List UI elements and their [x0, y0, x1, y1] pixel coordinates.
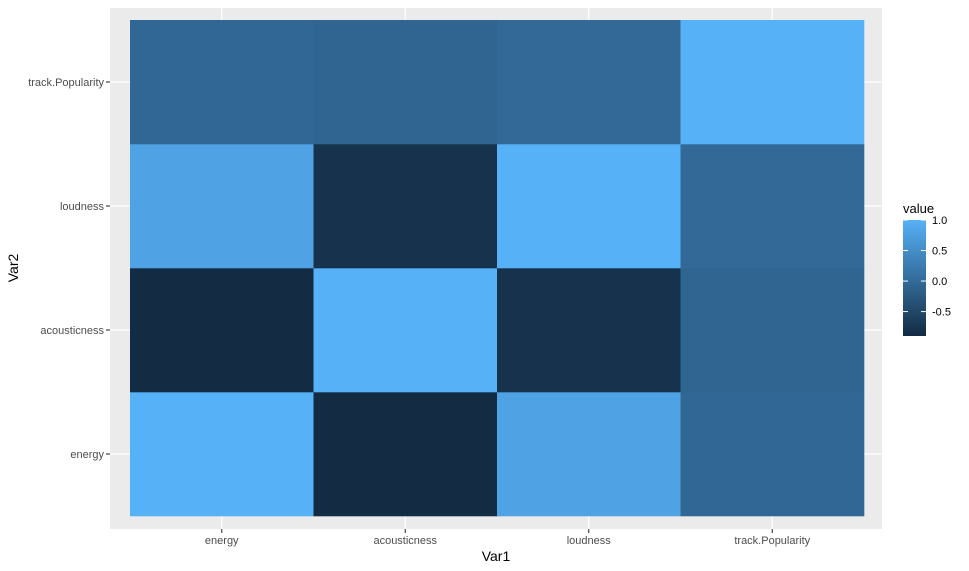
heatmap-tile-loudness-energy [497, 392, 681, 517]
heatmap-tile-acousticness-energy [313, 392, 498, 517]
heatmap-tile-loudness-track.Popularity [497, 20, 681, 145]
x-tick-label: energy [205, 535, 239, 547]
x-axis-title: Var1 [482, 548, 511, 564]
heatmap-tile-acousticness-acousticness [313, 268, 498, 393]
heatmap-tile-track.Popularity-track.Popularity [680, 20, 865, 145]
x-tick-label: track.Popularity [734, 535, 810, 547]
y-tick-label: track.Popularity [28, 77, 104, 89]
legend-colorbar [903, 220, 926, 336]
heatmap-tile-acousticness-loudness [313, 144, 498, 269]
heatmap-tile-energy-loudness [130, 144, 314, 269]
heatmap-tile-acousticness-track.Popularity [313, 20, 498, 145]
heatmap-tile-energy-acousticness [130, 268, 314, 393]
legend-ticks: 1.0 0.5 0.0 -0.5 [903, 215, 951, 319]
legend-tick-label: 0.0 [932, 276, 947, 288]
legend-tick-label: -0.5 [932, 307, 951, 319]
heatmap-tile-loudness-loudness [497, 144, 681, 269]
color-legend: value 1.0 0.5 0.0 -0.5 [903, 201, 951, 336]
legend-title: value [903, 201, 934, 216]
y-tick-label: acousticness [40, 325, 104, 337]
heatmap-tile-loudness-acousticness [497, 268, 681, 393]
legend-tick-label: 0.5 [932, 246, 947, 258]
y-tick-label: energy [70, 449, 104, 461]
legend-tick-label: 1.0 [932, 215, 947, 227]
heatmap-tile-track.Popularity-loudness [680, 144, 865, 269]
y-axis: energy acousticness loudness track.Populari… [28, 77, 110, 461]
y-tick-label: loudness [60, 201, 105, 213]
heatmap-tile-energy-track.Popularity [130, 20, 314, 145]
heatmap-tile-track.Popularity-acousticness [680, 268, 865, 393]
x-axis: energy acousticness loudness track.Populari… [205, 529, 811, 547]
heatmap-tile-track.Popularity-energy [680, 392, 865, 517]
heatmap-tiles [130, 20, 865, 517]
heatmap-tile-energy-energy [130, 392, 314, 517]
x-tick-label: loudness [567, 535, 612, 547]
y-axis-title: Var2 [5, 254, 21, 283]
x-tick-label: acousticness [373, 535, 437, 547]
